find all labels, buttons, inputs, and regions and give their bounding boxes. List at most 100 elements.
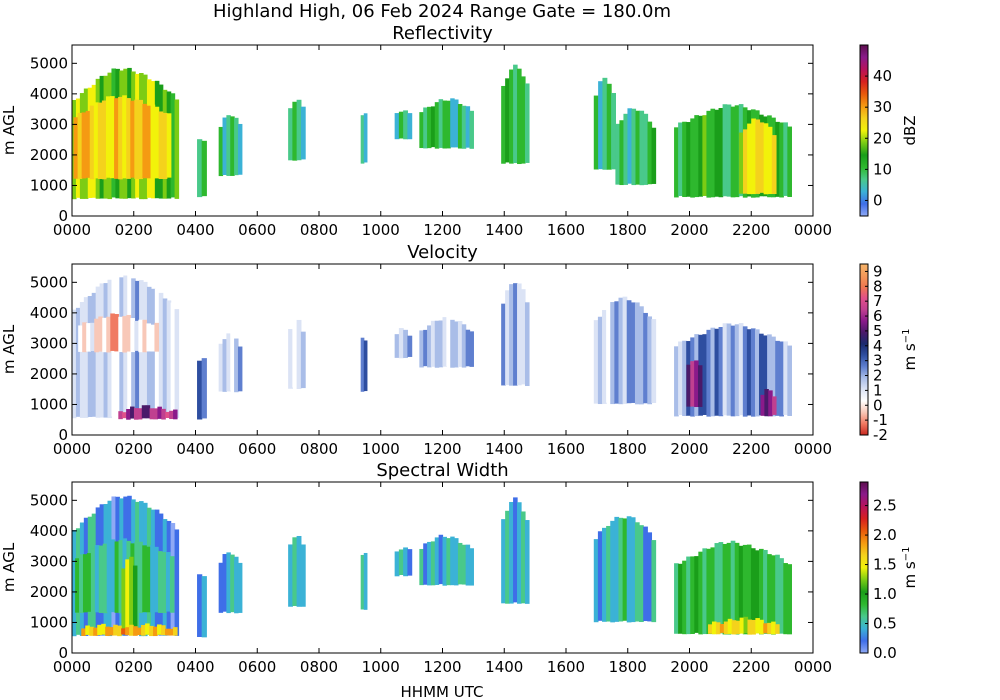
heatmap-cell (767, 554, 772, 635)
heatmap-cell (509, 284, 514, 386)
heatmap-cell (626, 516, 632, 623)
heatmap-cell (731, 620, 737, 635)
x-tick-label: 0800 (300, 658, 338, 676)
heatmap-cell (98, 316, 103, 352)
panel-title: Spectral Width (376, 460, 508, 481)
heatmap-cell (446, 538, 451, 586)
x-tick-label: 2000 (670, 658, 708, 676)
colorbar-tick-label: 10 (873, 160, 892, 178)
heatmap-cell (150, 545, 155, 613)
heatmap-cell (403, 329, 408, 358)
panel-title: Reflectivity (392, 23, 493, 44)
heatmap-cell (517, 502, 522, 604)
heatmap-cell (296, 319, 302, 389)
heatmap-cell (234, 117, 239, 176)
heatmap-cell (72, 529, 77, 637)
y-tick-label: 3000 (30, 334, 68, 352)
colorbar-tick-label: 2 (873, 367, 883, 385)
x-tick-label: 1600 (547, 221, 585, 239)
x-tick-label: 0000 (794, 221, 832, 239)
heatmap-cell (150, 324, 156, 352)
y-axis-label: m AGL (0, 324, 18, 374)
heatmap-cell (634, 522, 640, 622)
y-tick-label: 1000 (30, 613, 68, 631)
x-tick-label: 2000 (670, 221, 708, 239)
heatmap-cell (105, 96, 111, 178)
heatmap-cell (222, 339, 227, 392)
heatmap-cell (682, 560, 687, 635)
heatmap-cell (734, 542, 740, 635)
heatmap-cell (454, 538, 459, 586)
heatmap-cell (201, 358, 207, 419)
heatmap-cell (465, 106, 471, 148)
colorbar-label: dBZ (901, 115, 919, 145)
heatmap-cell (767, 334, 772, 417)
heatmap-cell (763, 549, 768, 634)
y-tick-label: 5000 (30, 491, 68, 509)
heatmap-cell (783, 563, 788, 635)
heatmap-cell (606, 83, 612, 170)
x-tick-label: 1200 (423, 658, 461, 676)
heatmap-cell (419, 112, 424, 149)
heatmap-cell (300, 106, 306, 160)
heatmap-cell (201, 140, 207, 197)
heatmap-cell (755, 119, 761, 194)
heatmap-cell (97, 102, 103, 180)
heatmap-cell (501, 303, 506, 386)
colorbar-tick-label: 0.5 (873, 615, 897, 633)
heatmap-cell (226, 115, 231, 176)
heatmap-cells (72, 64, 792, 200)
heatmap-cell (423, 543, 428, 585)
heatmap-cell (442, 317, 447, 367)
x-tick-label: 0400 (176, 440, 214, 458)
heatmap-cell (197, 360, 203, 420)
y-tick-label: 5000 (30, 273, 68, 291)
colorbar-tick-label: 7 (873, 292, 883, 310)
heatmap-cell (759, 548, 764, 635)
heatmap-cell (450, 98, 455, 148)
colorbar-label-exponent: −1 (901, 329, 912, 344)
colorbar-tick-label: 1.0 (873, 585, 897, 603)
heatmap-cell (122, 316, 127, 353)
heatmap-cell (606, 525, 611, 622)
heatmap-cell (779, 122, 784, 198)
heatmap-cell (81, 628, 86, 636)
x-tick-label: 1200 (423, 440, 461, 458)
heatmap-cell (157, 406, 162, 419)
heatmap-cell (750, 328, 756, 417)
colorbar-tick-label: -2 (873, 426, 888, 444)
heatmap-cell (85, 625, 90, 635)
heatmap-cell (197, 139, 203, 198)
heatmap-cell (686, 122, 691, 197)
heatmap-cell (501, 519, 506, 604)
heatmap-cell (434, 320, 440, 368)
colorbar-tick-label: 2.0 (873, 526, 897, 544)
heatmap-cell (86, 553, 92, 612)
heatmap-cell (630, 302, 636, 403)
heatmap-cell (634, 302, 640, 405)
x-tick-label: 1000 (362, 658, 400, 676)
x-tick-label: 1400 (485, 658, 523, 676)
heatmap-cell (230, 332, 235, 391)
heatmap-cell (690, 556, 695, 634)
heatmap-cell (85, 110, 91, 178)
heatmap-cell (746, 544, 752, 635)
heatmap-cell (647, 532, 653, 622)
heatmap-cell (763, 335, 768, 416)
y-tick-label: 1000 (30, 395, 68, 413)
heatmap-cell (690, 118, 695, 198)
y-tick-label: 0 (58, 644, 68, 662)
heatmap-cell (154, 546, 159, 613)
heatmap-cell (714, 328, 720, 416)
colorbar-label: m s−1 (901, 547, 919, 589)
heatmap-cell (162, 552, 167, 613)
heatmap-cell (602, 77, 608, 170)
heatmap-cell (134, 320, 139, 351)
heatmap-cell (132, 565, 138, 634)
heatmap-cell (631, 108, 637, 186)
heatmap-cell (465, 329, 471, 367)
heatmap-cell (738, 132, 744, 194)
heatmap-cell (750, 548, 756, 634)
heatmap-cell (93, 627, 98, 636)
heatmap-cell (403, 547, 408, 577)
